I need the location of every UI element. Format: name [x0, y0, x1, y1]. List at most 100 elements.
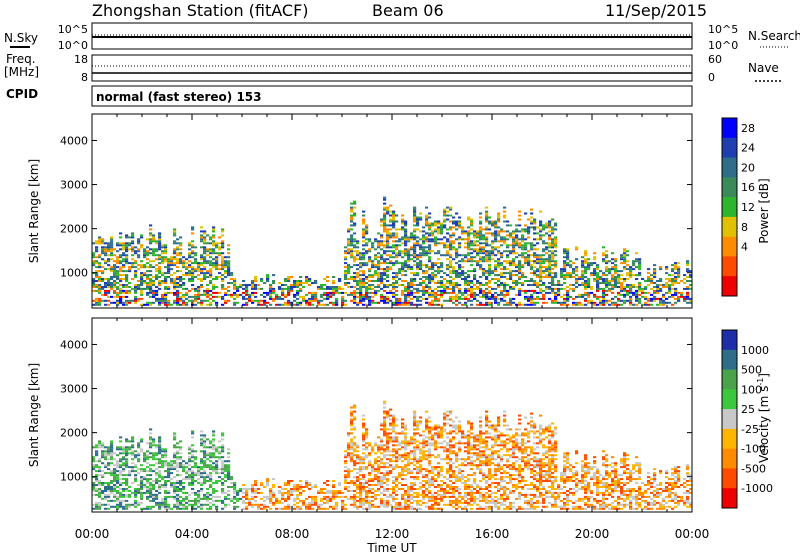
power-echo-cell	[494, 266, 497, 268]
velocity-echo-cell	[326, 480, 329, 482]
power-colorbar-tick: 20	[741, 161, 755, 174]
power-echo-cell	[449, 256, 452, 258]
power-echo-cell	[434, 292, 437, 294]
velocity-echo-cell	[155, 502, 158, 504]
power-echo-cell	[533, 304, 536, 306]
power-echo-cell	[503, 268, 506, 270]
power-echo-cell	[95, 276, 98, 278]
power-echo-cell	[383, 290, 386, 292]
power-echo-cell	[560, 296, 563, 298]
power-echo-cell	[332, 280, 335, 282]
power-echo-cell	[467, 270, 470, 272]
power-echo-cell	[221, 284, 224, 286]
velocity-echo-cell	[353, 490, 356, 492]
power-echo-cell	[101, 246, 104, 248]
velocity-echo-cell	[374, 470, 377, 472]
velocity-echo-cell	[257, 506, 260, 508]
power-echo-cell	[467, 282, 470, 284]
velocity-echo-cell	[356, 488, 359, 490]
power-echo-cell	[635, 292, 638, 294]
velocity-echo-cell	[200, 488, 203, 490]
velocity-echo-cell	[95, 508, 98, 510]
velocity-echo-cell	[104, 454, 107, 456]
power-echo-cell	[140, 274, 143, 276]
velocity-echo-cell	[194, 492, 197, 494]
power-echo-cell	[167, 264, 170, 266]
power-echo-cell	[431, 240, 434, 242]
power-echo-cell	[644, 302, 647, 304]
velocity-echo-cell	[128, 494, 131, 496]
velocity-echo-cell	[320, 500, 323, 502]
power-echo-cell	[599, 304, 602, 306]
power-echo-cell	[155, 290, 158, 292]
power-echo-cell	[401, 250, 404, 252]
power-echo-cell	[620, 284, 623, 286]
velocity-echo-cell	[116, 490, 119, 492]
power-echo-cell	[416, 240, 419, 242]
power-echo-cell	[467, 254, 470, 256]
power-echo-cell	[587, 266, 590, 268]
power-echo-cell	[389, 205, 392, 207]
power-echo-cell	[485, 282, 488, 284]
power-echo-cell	[338, 280, 341, 282]
velocity-echo-cell	[191, 456, 194, 458]
power-echo-cell	[209, 270, 212, 272]
velocity-echo-cell	[380, 500, 383, 502]
power-echo-cell	[209, 290, 212, 292]
power-echo-cell	[611, 302, 614, 304]
power-echo-cell	[218, 242, 221, 244]
power-echo-cell	[383, 260, 386, 262]
power-echo-cell	[539, 292, 542, 294]
velocity-echo-cell	[143, 460, 146, 462]
power-echo-cell	[395, 248, 398, 250]
power-echo-cell	[473, 234, 476, 236]
power-echo-cell	[209, 302, 212, 304]
power-echo-cell	[563, 278, 566, 280]
velocity-echo-cell	[95, 444, 98, 446]
velocity-echo-cell	[161, 462, 164, 464]
power-echo-cell	[137, 280, 140, 282]
velocity-echo-cell	[131, 452, 134, 454]
velocity-echo-cell	[203, 446, 206, 448]
power-echo-cell	[485, 238, 488, 240]
power-echo-cell	[668, 302, 671, 304]
power-echo-cell	[671, 284, 674, 286]
power-echo-cell	[212, 296, 215, 298]
velocity-echo-cell	[221, 488, 224, 490]
power-echo-cell	[584, 254, 587, 256]
velocity-echo-cell	[323, 498, 326, 500]
power-echo-cell	[566, 304, 569, 306]
velocity-echo-cell	[224, 474, 227, 476]
velocity-echo-cell	[146, 480, 149, 482]
power-echo-cell	[656, 304, 659, 306]
velocity-echo-cell	[209, 468, 212, 470]
velocity-echo-cell	[191, 454, 194, 456]
power-echo-cell	[404, 286, 407, 288]
power-echo-cell	[662, 286, 665, 288]
noise-left-tick-bottom: 10^0	[58, 39, 88, 52]
power-echo-cell	[527, 290, 530, 292]
power-echo-cell	[182, 274, 185, 276]
velocity-echo-cell	[176, 502, 179, 504]
power-echo-cell	[191, 250, 194, 252]
power-echo-cell	[380, 300, 383, 302]
velocity-echo-cell	[194, 494, 197, 496]
power-echo-cell	[530, 226, 533, 228]
power-echo-cell	[461, 228, 464, 230]
power-echo-cell	[362, 298, 365, 300]
power-echo-cell	[485, 294, 488, 296]
power-echo-cell	[503, 215, 506, 217]
power-echo-cell	[506, 294, 509, 296]
power-echo-cell	[434, 244, 437, 246]
power-echo-cell	[197, 286, 200, 288]
power-echo-cell	[155, 258, 158, 260]
power-echo-cell	[428, 280, 431, 282]
power-echo-cell	[221, 268, 224, 270]
velocity-echo-cell	[182, 500, 185, 502]
velocity-echo-cell	[101, 492, 104, 494]
power-echo-cell	[227, 282, 230, 284]
velocity-echo-cell	[380, 472, 383, 474]
velocity-echo-cell	[215, 480, 218, 482]
power-echo-cell	[437, 290, 440, 292]
velocity-echo-cell	[371, 500, 374, 502]
